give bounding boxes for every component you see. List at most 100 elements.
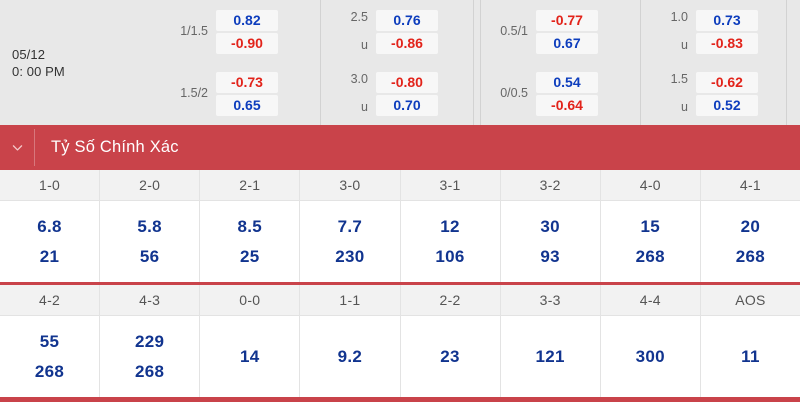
odds-market-label: 2.5 u — [328, 11, 376, 52]
score-odds-value[interactable]: 5.8 — [137, 216, 162, 236]
score-cell-4-2[interactable]: 4-2 55 268 — [0, 285, 101, 397]
score-odds-value[interactable]: 20 — [740, 216, 761, 236]
score-odds-value[interactable]: 8.5 — [237, 216, 263, 236]
odds-value-button[interactable]: -0.73 — [216, 71, 278, 93]
handicap-group-1: 1/1.5 0.82 -0.90 1.5/2 -0.73 0.65 — [160, 0, 320, 125]
score-odds-value[interactable]: 11 — [741, 346, 760, 366]
score-odds-values: 9.2 — [300, 316, 400, 397]
correct-score-block-2: 4-2 55 268 4-3 229 268 0-0 14 1-1 9.2 2-2 23 3-3 121 4… — [0, 282, 800, 397]
score-odds-values: 23 — [400, 316, 500, 397]
score-odds-value[interactable]: 12 — [440, 216, 460, 236]
score-odds-value[interactable]: 268 — [635, 246, 665, 266]
score-odds-value[interactable]: 21 — [39, 246, 60, 266]
score-odds-value[interactable]: 30 — [540, 216, 560, 236]
odds-value-button[interactable]: -0.62 — [696, 71, 758, 93]
score-column-header: 2-2 — [400, 285, 500, 316]
odds-value-button[interactable]: -0.83 — [696, 32, 758, 54]
over-under-group-1: 2.5 u 0.76 -0.86 3.0 u -0.80 0.70 — [320, 0, 480, 125]
score-odds-values: 55 268 — [0, 316, 100, 397]
odds-values: -0.73 0.65 — [216, 71, 278, 116]
score-row: 1-0 6.8 21 2-0 5.8 56 2-1 8.5 25 3-0 7.7 230 3-1 12 10… — [0, 170, 800, 282]
correct-score-block-1: 1-0 6.8 21 2-0 5.8 56 2-1 8.5 25 3-0 7.7 230 3-1 12 10… — [0, 170, 800, 282]
score-column-header: 4-4 — [600, 285, 700, 316]
odds-market-label: 0/0.5 — [488, 87, 536, 100]
score-odds-value[interactable]: 106 — [435, 246, 465, 266]
score-cell-3-3[interactable]: 3-3 121 — [500, 285, 601, 397]
score-odds-values: 5.8 56 — [100, 201, 200, 282]
odds-line-label: 1.0 — [670, 10, 688, 24]
score-cell-3-0[interactable]: 3-0 7.7 230 — [300, 170, 401, 282]
score-column-header: 1-0 — [0, 170, 100, 201]
odds-value-button[interactable]: -0.77 — [536, 9, 598, 31]
score-cell-2-1[interactable]: 2-1 8.5 25 — [200, 170, 301, 282]
score-odds-values: 6.8 21 — [0, 201, 100, 282]
odds-values: 0.54 -0.64 — [536, 71, 598, 116]
odds-value-button[interactable]: 0.82 — [216, 9, 278, 31]
score-cell-3-2[interactable]: 3-2 30 93 — [500, 170, 601, 282]
odds-value-button[interactable]: 0.76 — [376, 9, 438, 31]
odds-market-label: 0.5/1 — [488, 25, 536, 38]
score-odds-value[interactable]: 25 — [240, 246, 260, 266]
odds-groups: 1/1.5 0.82 -0.90 1.5/2 -0.73 0.65 2.5 u 0.76 -0.8… — [160, 0, 800, 125]
odds-market: 1.5/2 -0.73 0.65 — [168, 71, 312, 116]
score-cell-2-2[interactable]: 2-2 23 — [400, 285, 501, 397]
match-info: 05/12 0: 00 PM — [0, 0, 160, 125]
score-odds-values: 121 — [500, 316, 600, 397]
score-odds-value[interactable]: 9.2 — [337, 346, 363, 366]
score-cell-4-3[interactable]: 4-3 229 268 — [100, 285, 201, 397]
collapse-toggle[interactable] — [0, 125, 34, 170]
odds-market-label: 1.0 u — [648, 11, 696, 52]
score-odds-value[interactable]: 15 — [640, 216, 661, 236]
odds-market-label: 1.5/2 — [168, 87, 216, 100]
score-odds-value[interactable]: 121 — [535, 346, 565, 366]
odds-line-label: 3.0 — [350, 72, 368, 86]
score-odds-value[interactable]: 300 — [635, 346, 665, 366]
score-cell-1-0[interactable]: 1-0 6.8 21 — [0, 170, 101, 282]
odds-value-button[interactable]: 0.52 — [696, 94, 758, 116]
odds-value-button[interactable]: -0.90 — [216, 32, 278, 54]
score-odds-values: 14 — [200, 316, 300, 397]
score-odds-value[interactable]: 268 — [34, 361, 65, 381]
correct-score-section-header[interactable]: Tỷ Số Chính Xác — [0, 125, 800, 170]
odds-value-button[interactable]: -0.80 — [376, 71, 438, 93]
odds-value-button[interactable]: -0.64 — [536, 94, 598, 116]
score-odds-value[interactable]: 23 — [440, 346, 460, 366]
odds-under-label: u — [681, 100, 688, 114]
score-cell-4-0[interactable]: 4-0 15 268 — [600, 170, 701, 282]
score-odds-value[interactable]: 229 — [135, 331, 165, 351]
odds-value-button[interactable]: 0.65 — [216, 94, 278, 116]
score-cell-1-1[interactable]: 1-1 9.2 — [300, 285, 401, 397]
score-cell-2-0[interactable]: 2-0 5.8 56 — [100, 170, 201, 282]
handicap-group-2: 0.5/1 -0.77 0.67 0/0.5 0.54 -0.64 — [480, 0, 640, 125]
odds-line-label: 0.5/1 — [500, 24, 528, 38]
score-cell-3-1[interactable]: 3-1 12 106 — [400, 170, 501, 282]
score-odds-value[interactable]: 230 — [335, 246, 365, 266]
score-column-header: 1-1 — [300, 285, 400, 316]
score-odds-value[interactable]: 14 — [240, 346, 260, 366]
score-odds-value[interactable]: 55 — [39, 331, 60, 351]
score-odds-value[interactable]: 6.8 — [37, 216, 62, 236]
odds-value-button[interactable]: 0.54 — [536, 71, 598, 93]
odds-values: 0.76 -0.86 — [376, 9, 438, 54]
score-odds-value[interactable]: 93 — [540, 246, 560, 266]
score-cell-4-4[interactable]: 4-4 300 — [600, 285, 701, 397]
odds-values: -0.77 0.67 — [536, 9, 598, 54]
section-title: Tỷ Số Chính Xác — [51, 138, 179, 156]
score-odds-value[interactable]: 268 — [735, 246, 766, 266]
score-column-header: 4-1 — [700, 170, 800, 201]
odds-value-button[interactable]: 0.73 — [696, 9, 758, 31]
odds-value-button[interactable]: 0.67 — [536, 32, 598, 54]
score-odds-value[interactable]: 268 — [135, 361, 165, 381]
odds-market: 0.5/1 -0.77 0.67 — [488, 9, 632, 54]
score-column-header: 3-1 — [400, 170, 500, 201]
score-cell-aos[interactable]: AOS 11 — [700, 285, 800, 397]
score-cell-4-1[interactable]: 4-1 20 268 — [700, 170, 800, 282]
score-odds-values: 11 — [700, 316, 800, 397]
score-odds-values: 30 93 — [500, 201, 600, 282]
odds-value-button[interactable]: 0.70 — [376, 94, 438, 116]
odds-value-button[interactable]: -0.86 — [376, 32, 438, 54]
score-odds-value[interactable]: 7.7 — [337, 216, 363, 236]
score-cell-0-0[interactable]: 0-0 14 — [200, 285, 301, 397]
correct-score-grid: 1-0 6.8 21 2-0 5.8 56 2-1 8.5 25 3-0 7.7 230 3-1 12 10… — [0, 170, 800, 397]
score-odds-value[interactable]: 56 — [139, 246, 160, 266]
